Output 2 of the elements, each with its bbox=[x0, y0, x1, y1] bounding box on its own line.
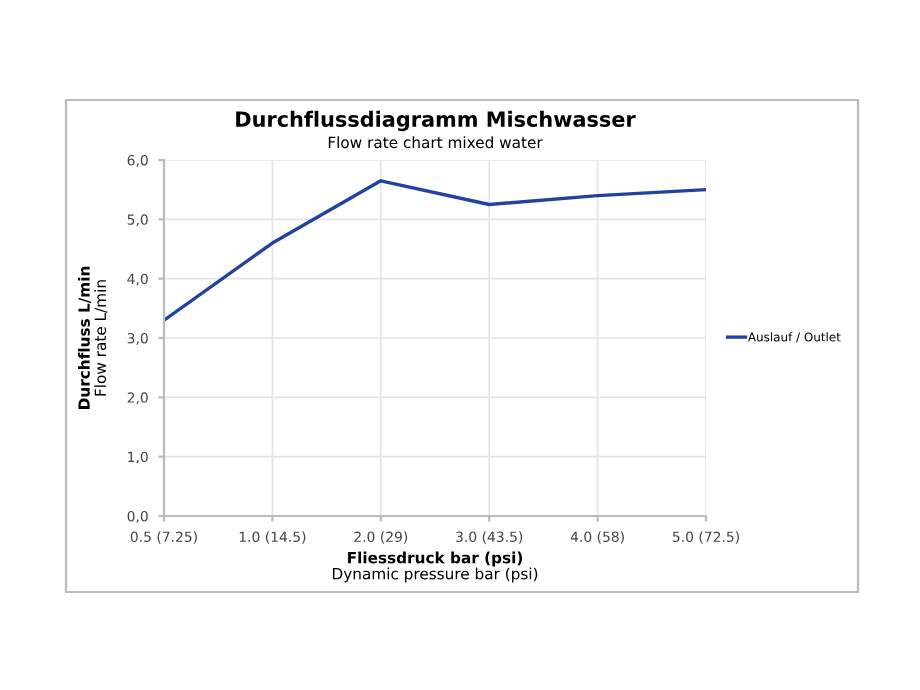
line-series bbox=[164, 179, 706, 322]
chart-title: Durchflussdiagramm Mischwasser bbox=[236, 110, 636, 132]
